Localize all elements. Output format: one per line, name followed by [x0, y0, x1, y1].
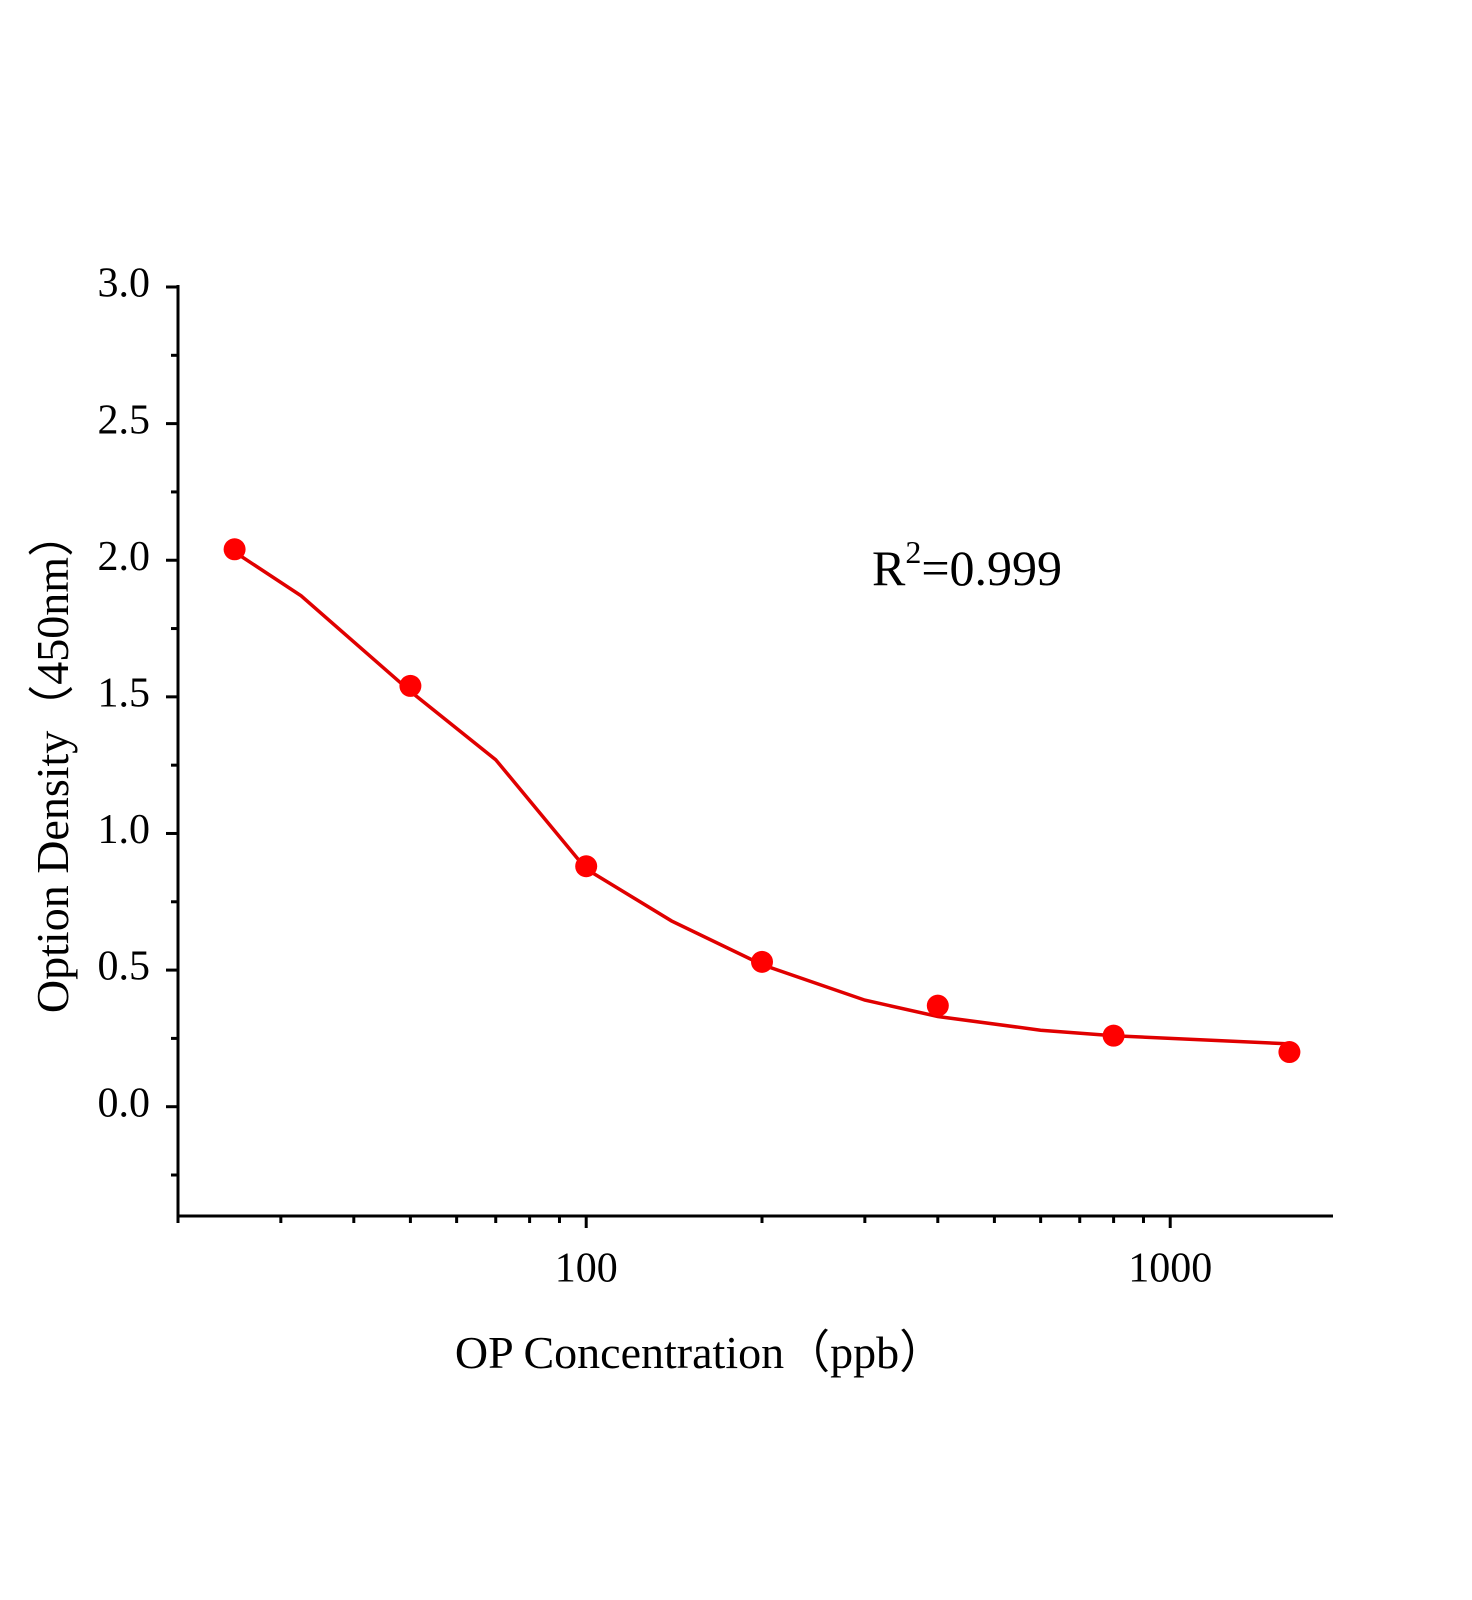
data-point: [399, 674, 422, 697]
y-tick-label: 1.0: [98, 807, 151, 853]
fit-curve: [233, 550, 1290, 1046]
annotation: R2=0.999: [872, 534, 1062, 596]
y-axis-label: Option Density（450nm）: [27, 511, 78, 1013]
y-tick-label: 2.0: [98, 534, 151, 580]
data-point: [575, 855, 598, 878]
y-tick-label: 0.0: [98, 1080, 151, 1126]
annotation-sup: 2: [905, 534, 921, 570]
y-tick-label: 3.0: [98, 261, 151, 307]
data-point: [1278, 1041, 1301, 1064]
y-tick-label: 0.5: [98, 944, 151, 990]
x-axis-label: OP Concentration（ppb）: [455, 1327, 945, 1378]
data-point: [223, 538, 246, 561]
x-tick-label: 100: [555, 1246, 618, 1292]
y-tick-label: 1.5: [98, 670, 151, 716]
y-tick-label: 2.5: [98, 397, 151, 443]
data-point: [751, 950, 774, 973]
annotation-rest: =0.999: [921, 540, 1062, 596]
data-point: [926, 994, 949, 1017]
data-point: [1102, 1024, 1125, 1047]
x-tick-label: 1000: [1128, 1246, 1212, 1292]
annotation-base: R: [872, 540, 906, 596]
